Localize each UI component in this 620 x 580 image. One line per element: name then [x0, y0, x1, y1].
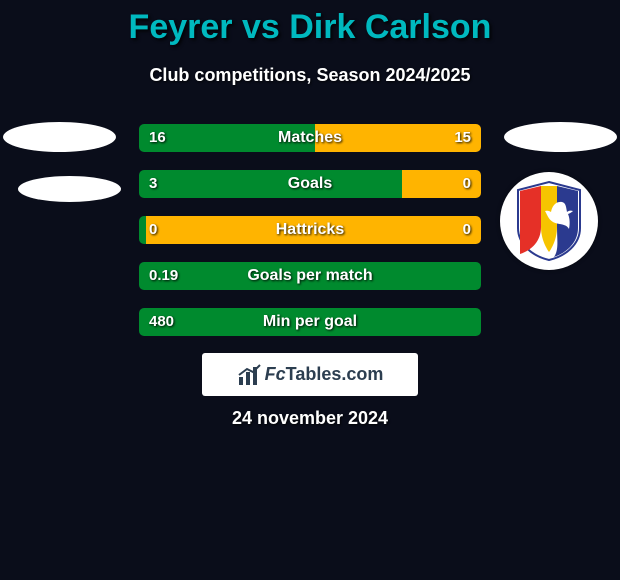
logo-suffix: Tables.com [286, 364, 384, 384]
stat-row: 00Hattricks [139, 216, 481, 244]
stat-row: 480Min per goal [139, 308, 481, 336]
page-title: Feyrer vs Dirk Carlson [0, 0, 620, 47]
stat-label: Goals [139, 170, 481, 198]
bar-chart-icon [237, 363, 261, 387]
stat-rows: 1615Matches 30Goals 00Hattricks 0.19Goals p… [139, 124, 481, 354]
stat-label: Matches [139, 124, 481, 152]
stat-row: 0.19Goals per match [139, 262, 481, 290]
player1-name: Feyrer [129, 8, 233, 46]
fctables-logo: FcTables.com [202, 353, 418, 396]
player2-photo-placeholder [504, 122, 617, 152]
stat-label: Goals per match [139, 262, 481, 290]
subtitle: Club competitions, Season 2024/2025 [0, 65, 620, 86]
player2-club-badge [500, 172, 598, 270]
logo-text: FcTables.com [265, 364, 384, 385]
player2-name: Dirk Carlson [289, 8, 491, 46]
stat-row: 1615Matches [139, 124, 481, 152]
comparison-infographic: Feyrer vs Dirk Carlson Club competitions… [0, 0, 620, 580]
logo-prefix: Fc [265, 364, 286, 384]
club-crest-icon [514, 180, 584, 262]
stat-label: Min per goal [139, 308, 481, 336]
vs-text: vs [242, 8, 280, 46]
player1-photo-placeholder [3, 122, 116, 152]
footer-date: 24 november 2024 [0, 408, 620, 429]
stat-label: Hattricks [139, 216, 481, 244]
player1-club-placeholder [18, 176, 121, 202]
stat-row: 30Goals [139, 170, 481, 198]
